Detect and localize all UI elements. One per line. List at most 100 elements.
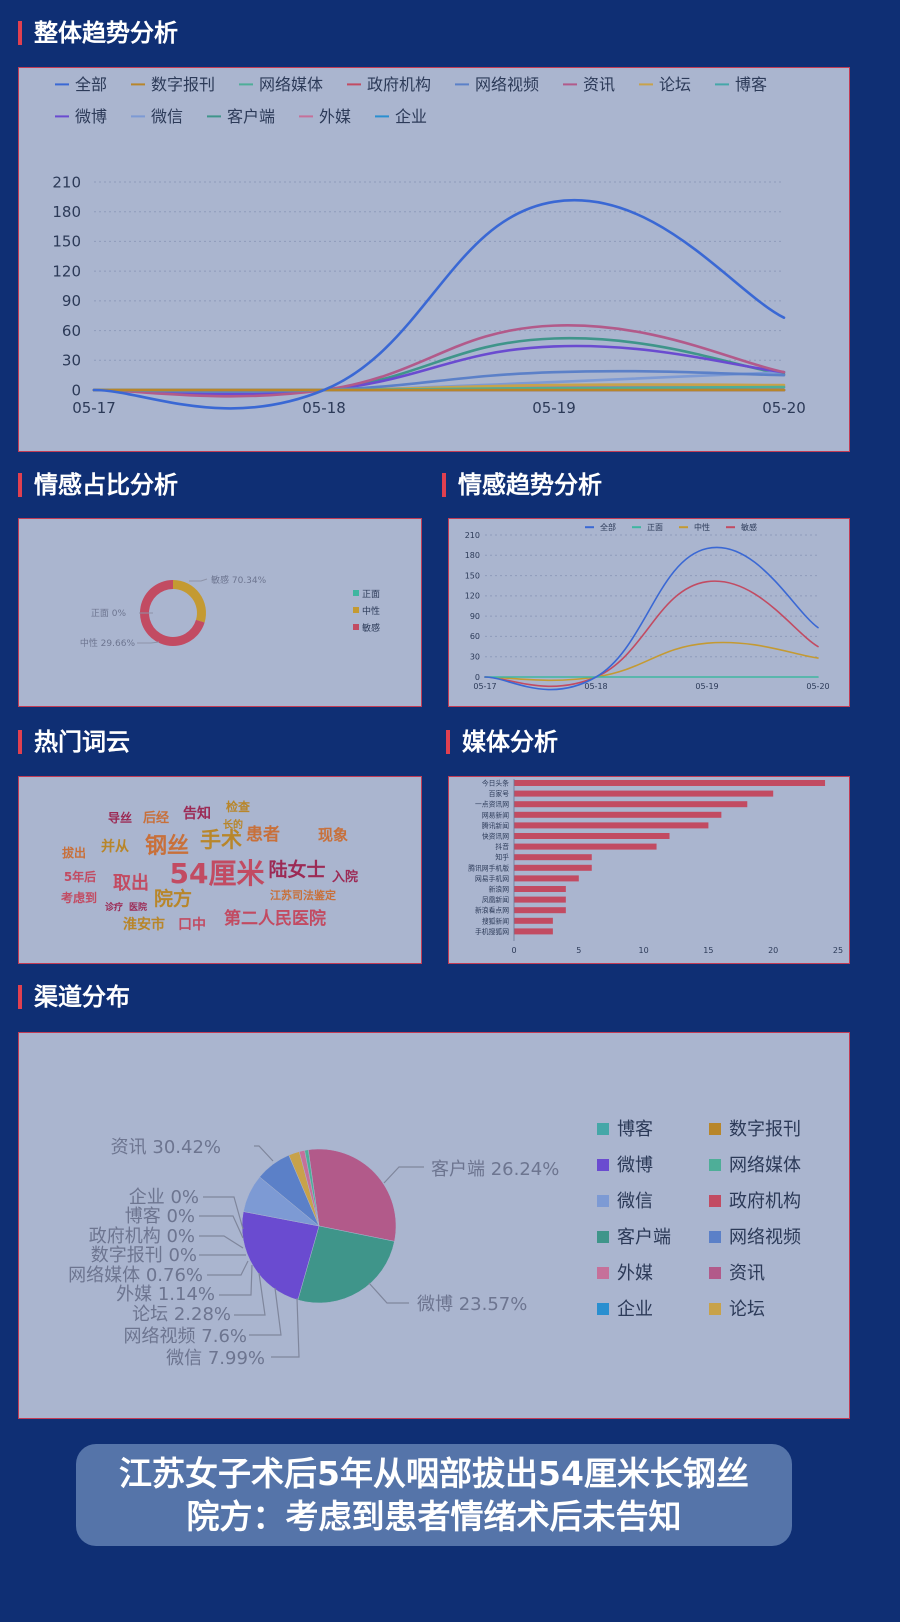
wordcloud-word: 淮安市 xyxy=(123,916,165,933)
pie-data-label: 政府机构 0% xyxy=(89,1226,195,1247)
legend-swatch xyxy=(709,1159,721,1171)
legend-label: 微博 xyxy=(617,1155,653,1176)
media-bar-svg: 今日头条百家号一点资讯网网易新闻腾讯新闻快资讯网抖音知乎腾讯网手机版网易手机网新… xyxy=(468,779,843,956)
bar-category-label: 百家号 xyxy=(489,789,510,798)
legend-label: 网络视频 xyxy=(729,1227,801,1248)
bar-category-label: 网易新闻 xyxy=(482,810,509,819)
legend-label: 资讯 xyxy=(583,75,615,94)
y-tick-label: 120 xyxy=(52,262,81,280)
y-tick-label: 0 xyxy=(475,673,480,682)
series-line-微博 xyxy=(92,344,786,396)
wordcloud-word: 取出 xyxy=(113,872,149,894)
channel-section-title: 渠道分布 xyxy=(18,982,130,1012)
bar-快资讯网 xyxy=(514,833,670,839)
bar-category-label: 抖音 xyxy=(495,842,509,851)
bar-今日头条 xyxy=(514,780,826,786)
wordcloud-word: 手术 xyxy=(200,828,242,852)
legend-label: 网络媒体 xyxy=(259,75,323,94)
pie-data-label: 微博 23.57% xyxy=(417,1294,527,1315)
headline-banner: 江苏女子术后5年从咽部拔出54厘米长钢丝 院方：考虑到患者情绪术后未告知 xyxy=(76,1444,792,1546)
series-line-网络视频 xyxy=(92,369,786,394)
legend-swatch xyxy=(709,1231,721,1243)
trend-section-title: 整体趋势分析 xyxy=(18,18,178,48)
y-tick-label: 60 xyxy=(62,322,81,340)
pie-leader-line xyxy=(199,1235,244,1249)
emotion-trend-section-title: 情感趋势分析 xyxy=(442,470,602,500)
legend-label: 客户端 xyxy=(617,1227,671,1248)
x-tick-label: 0 xyxy=(511,946,516,955)
legend-label: 客户端 xyxy=(227,107,275,126)
wordcloud-word: 江苏司法鉴定 xyxy=(270,888,336,902)
emotion-ratio-section-title: 情感占比分析 xyxy=(18,470,178,500)
bar-category-label: 新浪看点网 xyxy=(475,906,509,915)
pie-leader-line xyxy=(254,1145,274,1162)
donut-data-label: 正面 0% xyxy=(91,608,127,619)
overall-trend-chart: 0 30 60 90 120 150 180 210 05-17 05-18 05-19 05-20 全… xyxy=(18,67,850,452)
bar-网易新闻 xyxy=(514,811,722,818)
legend-swatch xyxy=(709,1303,721,1315)
bar-category-label: 凤凰新闻 xyxy=(482,895,509,904)
wordcloud-section-title: 热门词云 xyxy=(18,727,130,757)
wordcloud-word: 长的 xyxy=(223,818,243,831)
y-tick-label: 0 xyxy=(71,381,81,399)
x-tick-label: 15 xyxy=(703,946,713,955)
donut-data-label: 中性 29.66% xyxy=(80,637,136,649)
legend-label: 企业 xyxy=(395,107,427,126)
wordcloud-word: 后经 xyxy=(143,810,169,826)
wordcloud-word: 第二人民医院 xyxy=(224,908,326,929)
series-line-全部 xyxy=(484,546,819,691)
pie-data-label: 网络媒体 0.76% xyxy=(68,1265,203,1286)
bar-腾讯新闻 xyxy=(514,822,709,829)
series-line-全部 xyxy=(92,198,786,410)
series-line-中性 xyxy=(484,641,819,682)
x-tick-label: 05-19 xyxy=(532,399,576,417)
pie-slice-资讯 xyxy=(307,1148,397,1242)
x-tick-label: 05-17 xyxy=(473,682,496,691)
pie-slice-微博 xyxy=(241,1211,320,1301)
y-tick-label: 90 xyxy=(470,612,480,621)
legend-swatch xyxy=(353,607,359,613)
legend-swatch xyxy=(597,1231,609,1243)
legend-swatch xyxy=(353,624,359,630)
pie-slice-客户端 xyxy=(297,1225,395,1304)
x-tick-label: 05-19 xyxy=(695,682,718,691)
pie-leader-line xyxy=(207,1260,249,1276)
y-tick-label: 30 xyxy=(470,653,480,662)
pie-leader-line xyxy=(203,1196,244,1230)
pie-leader-line xyxy=(271,1297,300,1358)
legend-label: 博客 xyxy=(617,1119,653,1140)
y-tick-label: 180 xyxy=(465,551,480,560)
legend-label: 企业 xyxy=(617,1299,653,1320)
bar-抖音 xyxy=(514,843,657,850)
legend-label: 中性 xyxy=(362,605,380,617)
emotion-ratio-chart: 敏感 70.34% 正面 0% 中性 29.66% 正面 中性 敏感 xyxy=(18,518,422,707)
legend-label: 微信 xyxy=(617,1191,653,1212)
x-tick-label: 05-17 xyxy=(72,399,116,417)
legend-label: 资讯 xyxy=(729,1263,765,1284)
legend-swatch xyxy=(597,1159,609,1171)
bar-知乎 xyxy=(514,854,592,861)
wordcloud-word: 5年后 xyxy=(64,869,96,884)
legend-label: 论坛 xyxy=(659,75,691,94)
wordcloud-word: 诊疗 xyxy=(105,901,123,913)
wordcloud-word: 入院 xyxy=(332,869,358,885)
legend-label: 全部 xyxy=(600,522,616,532)
legend-swatch xyxy=(709,1123,721,1135)
wordcloud-word: 检查 xyxy=(226,799,251,814)
x-tick-label: 05-20 xyxy=(762,399,806,417)
bar-搜狐新闻 xyxy=(514,917,553,924)
wordcloud-word: 口中 xyxy=(178,916,206,933)
pie-leader-line xyxy=(234,1272,266,1316)
pie-leader-line xyxy=(383,1166,424,1184)
pie-data-label: 外媒 1.14% xyxy=(116,1284,215,1305)
wordcloud-word: 54厘米 xyxy=(170,857,265,890)
bar-category-label: 搜狐新闻 xyxy=(482,916,509,925)
legend-label: 敏感 xyxy=(741,522,757,532)
legend-label: 外媒 xyxy=(617,1263,653,1284)
pie-leader-line xyxy=(249,1287,282,1336)
bar-网易手机网 xyxy=(514,875,579,882)
legend-label: 数字报刊 xyxy=(729,1119,801,1140)
wordcloud-word: 钢丝 xyxy=(145,833,189,859)
legend-label: 正面 xyxy=(647,523,663,532)
